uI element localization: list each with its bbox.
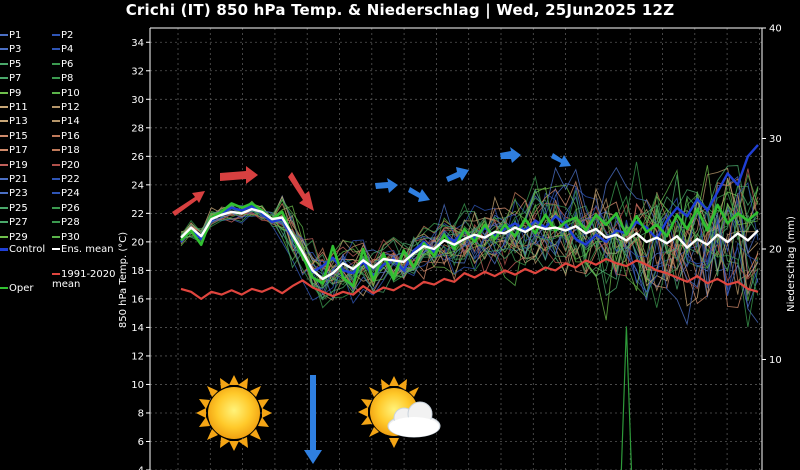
- legend-entry-control: Control: [0, 244, 45, 256]
- ytick-label-34: 34: [131, 38, 144, 49]
- legend-entry-p7: P7: [0, 73, 21, 85]
- ytick-label-26: 26: [131, 152, 144, 163]
- legend-entry-p5: P5: [0, 59, 21, 71]
- legend-entry-p23: P23: [0, 188, 28, 200]
- legend-entry-p22: P22: [52, 174, 80, 186]
- ensemble-line-P25: [180, 165, 759, 299]
- legend-entry-p10: P10: [52, 88, 80, 100]
- ytick-label-28: 28: [131, 123, 144, 134]
- legend-entry-p27: P27: [0, 217, 28, 229]
- legend-entry-ens-mean: Ens. mean: [52, 244, 114, 256]
- legend-entry-p6: P6: [52, 59, 73, 71]
- legend-entry-1991-2020-mean: 1991-2020 mean: [52, 269, 116, 290]
- legend-entry-p28: P28: [52, 217, 80, 229]
- legend-entry-p2: P2: [52, 30, 73, 42]
- ensemble-line-P30: [180, 173, 759, 282]
- ytick-label-20: 20: [131, 237, 144, 248]
- legend-entry-p17: P17: [0, 145, 28, 157]
- legend-entry-p13: P13: [0, 116, 28, 128]
- ytick-label-8: 8: [138, 408, 144, 419]
- legend-entry-p12: P12: [52, 102, 80, 114]
- rtick-label-10: 10: [769, 355, 782, 366]
- ensemble-line-P28: [180, 190, 759, 296]
- arrow-down-icon: [304, 375, 322, 464]
- sun-icon: [196, 375, 272, 451]
- arrow-up-right-icon: [172, 191, 205, 216]
- arrow-right-small-icon: [375, 178, 398, 193]
- y-axis-label-left: 850 hPa Temp. (°C): [118, 232, 129, 328]
- legend-entry-p14: P14: [52, 116, 80, 128]
- ensemble-line-P26: [180, 161, 759, 328]
- series-oper: [180, 202, 759, 288]
- legend-entry-p19: P19: [0, 160, 28, 172]
- arrow-right-icon: [220, 166, 258, 184]
- legend-entry-p25: P25: [0, 203, 28, 215]
- series-1991-2020-mean: [180, 257, 759, 300]
- legend-entry-p8: P8: [52, 73, 73, 85]
- axes: 4 6 8 10 12 14 16 18 20 22 24 26 28 30 32 34 10 20 30 40 850…: [118, 24, 797, 470]
- ensemble-members: [180, 161, 759, 470]
- ytick-label-6: 6: [138, 437, 144, 448]
- rtick-label-40: 40: [769, 24, 782, 35]
- legend-entry-p4: P4: [52, 44, 73, 56]
- legend-entry-p11: P11: [0, 102, 28, 114]
- legend-entry-p15: P15: [0, 131, 28, 143]
- rtick-label-30: 30: [769, 134, 782, 145]
- legend-entry-p21: P21: [0, 174, 28, 186]
- legend-entry-p3: P3: [0, 44, 21, 56]
- legend-entry-p1: P1: [0, 30, 21, 42]
- arrow-right-small-icon-2: [500, 147, 521, 163]
- ytick-label-16: 16: [131, 294, 144, 305]
- series-ens-mean: [180, 207, 759, 281]
- arrow-down-right-small-icon-2: [551, 153, 571, 167]
- rtick-label-20: 20: [769, 245, 782, 256]
- legend-entry-p18: P18: [52, 145, 80, 157]
- chart-title: Crichi (IT) 850 hPa Temp. & Niederschlag…: [125, 1, 675, 19]
- ytick-label-10: 10: [131, 380, 144, 391]
- legend-entry-p24: P24: [52, 188, 80, 200]
- legend-entry-p30: P30: [52, 232, 80, 244]
- ytick-label-30: 30: [131, 95, 144, 106]
- legend-entry-p16: P16: [52, 131, 80, 143]
- trend-arrows: [172, 147, 571, 464]
- partly-cloudy-icon: [358, 376, 441, 448]
- legend-entry-oper: Oper: [0, 283, 33, 295]
- ytick-label-18: 18: [131, 266, 144, 277]
- arrow-up-right-small-icon: [446, 167, 469, 182]
- arrow-down-right-icon: [288, 172, 314, 211]
- ytick-label-32: 32: [131, 66, 144, 77]
- legend-entry-p29: P29: [0, 232, 28, 244]
- legend-entry-p20: P20: [52, 160, 80, 172]
- legend-entry-p26: P26: [52, 203, 80, 215]
- ytick-label-12: 12: [131, 351, 144, 362]
- ytick-label-24: 24: [131, 180, 144, 191]
- legend-entry-p9: P9: [0, 88, 21, 100]
- y-axis-label-right: Niederschlag (mm): [786, 216, 797, 312]
- ytick-label-14: 14: [131, 323, 144, 334]
- weather-icons: [196, 375, 441, 451]
- precip-spike: [620, 326, 633, 470]
- ytick-label-22: 22: [131, 209, 144, 220]
- main-series: [180, 144, 759, 300]
- arrow-down-right-small-icon: [408, 187, 430, 202]
- ytick-label-4: 4: [138, 466, 144, 470]
